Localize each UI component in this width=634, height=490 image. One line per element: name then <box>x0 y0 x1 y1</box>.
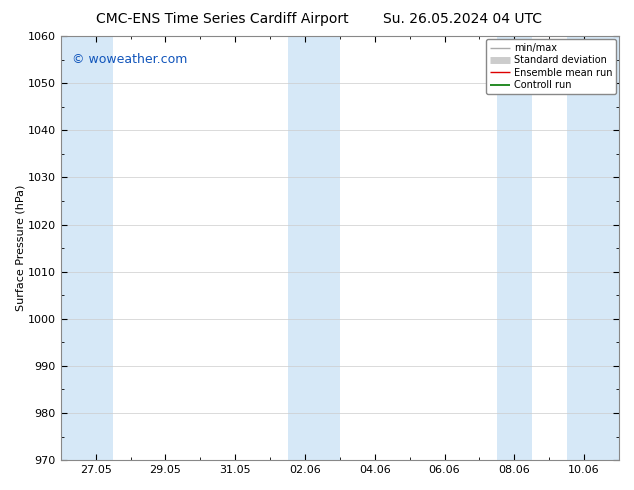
Bar <box>497 36 532 460</box>
Text: CMC-ENS Time Series Cardiff Airport: CMC-ENS Time Series Cardiff Airport <box>96 12 348 26</box>
Bar <box>61 36 113 460</box>
Bar <box>567 36 619 460</box>
Text: © woweather.com: © woweather.com <box>72 53 187 66</box>
Legend: min/max, Standard deviation, Ensemble mean run, Controll run: min/max, Standard deviation, Ensemble me… <box>486 39 616 94</box>
Text: Su. 26.05.2024 04 UTC: Su. 26.05.2024 04 UTC <box>384 12 542 26</box>
Bar <box>288 36 340 460</box>
Y-axis label: Surface Pressure (hPa): Surface Pressure (hPa) <box>15 185 25 311</box>
